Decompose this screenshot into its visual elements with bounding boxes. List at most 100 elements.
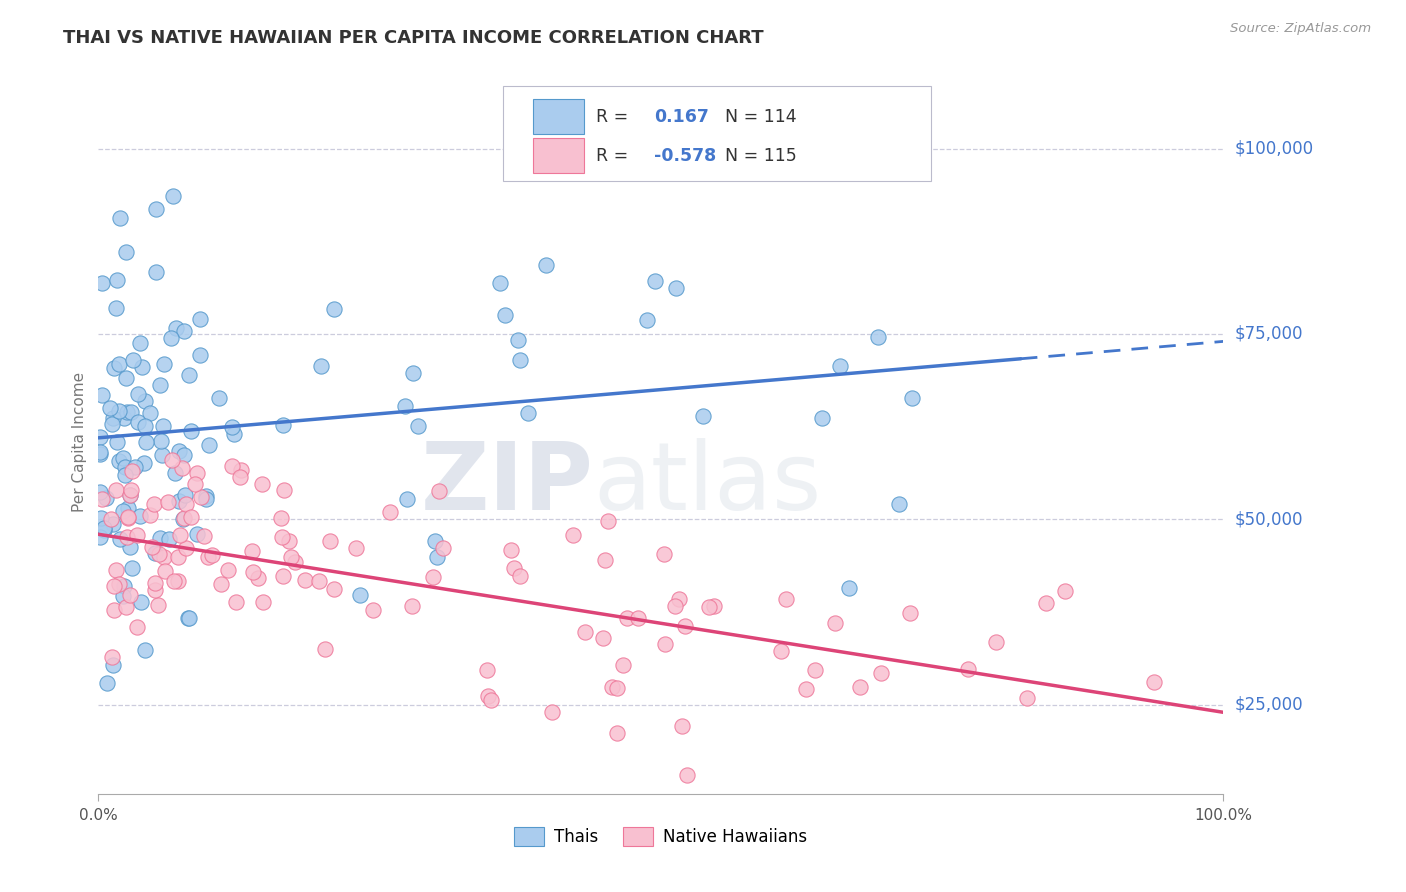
- Point: [675, 768, 697, 782]
- Point: [692, 409, 714, 423]
- Point: [90, 276, 112, 290]
- Point: [402, 366, 425, 380]
- Point: [217, 563, 239, 577]
- Point: [103, 657, 125, 672]
- Text: $100,000: $100,000: [1234, 139, 1313, 158]
- Point: [135, 434, 157, 449]
- Point: [98, 401, 121, 415]
- Point: [401, 599, 423, 614]
- Text: $75,000: $75,000: [1234, 325, 1303, 343]
- Point: [294, 573, 316, 587]
- Point: [101, 417, 124, 431]
- Point: [118, 588, 141, 602]
- Point: [502, 560, 524, 574]
- Point: [149, 531, 172, 545]
- Point: [173, 510, 195, 524]
- Point: [108, 404, 131, 418]
- Point: [90, 510, 112, 524]
- Point: [606, 681, 628, 696]
- Point: [152, 419, 174, 434]
- Point: [703, 599, 725, 613]
- Point: [101, 410, 124, 425]
- Point: [887, 497, 910, 511]
- Point: [93, 521, 115, 535]
- Point: [627, 611, 650, 625]
- Point: [157, 533, 180, 547]
- Text: $25,000: $25,000: [1234, 696, 1303, 714]
- Text: N = 114: N = 114: [725, 108, 797, 126]
- Point: [108, 357, 131, 371]
- Point: [120, 405, 142, 419]
- Point: [169, 527, 191, 541]
- Point: [222, 427, 245, 442]
- Point: [176, 610, 198, 624]
- Point: [93, 523, 115, 537]
- Point: [91, 491, 114, 506]
- Point: [284, 555, 307, 569]
- Point: [208, 392, 231, 406]
- Point: [183, 477, 205, 491]
- Point: [673, 618, 696, 632]
- Point: [190, 490, 212, 504]
- Point: [100, 512, 122, 526]
- Point: [811, 410, 834, 425]
- Point: [541, 705, 564, 719]
- Point: [96, 491, 118, 505]
- Point: [201, 549, 224, 563]
- Point: [664, 599, 686, 614]
- Point: [176, 541, 198, 555]
- Point: [229, 469, 252, 483]
- Point: [117, 405, 139, 419]
- Point: [197, 549, 219, 564]
- Point: [349, 588, 371, 602]
- Point: [499, 543, 522, 558]
- Point: [103, 517, 125, 532]
- Point: [117, 511, 139, 525]
- Point: [606, 726, 628, 740]
- Point: [242, 544, 264, 558]
- Point: [186, 526, 208, 541]
- Point: [770, 644, 793, 658]
- Point: [1035, 596, 1057, 610]
- Point: [129, 336, 152, 351]
- Point: [176, 497, 198, 511]
- Point: [406, 418, 429, 433]
- Point: [475, 663, 498, 677]
- Point: [697, 600, 720, 615]
- Point: [198, 438, 221, 452]
- Point: [671, 719, 693, 733]
- Point: [165, 321, 187, 335]
- Point: [103, 361, 125, 376]
- Point: [153, 549, 176, 564]
- Point: [252, 594, 274, 608]
- Point: [273, 483, 295, 497]
- Point: [114, 460, 136, 475]
- FancyBboxPatch shape: [533, 137, 585, 173]
- Point: [120, 488, 142, 502]
- Point: [114, 579, 136, 593]
- Point: [89, 445, 111, 459]
- Point: [344, 541, 367, 555]
- Point: [89, 485, 111, 500]
- Point: [170, 461, 193, 475]
- Point: [186, 467, 208, 481]
- Point: [561, 528, 583, 542]
- Point: [775, 592, 797, 607]
- Point: [600, 680, 623, 694]
- Point: [179, 368, 201, 383]
- Point: [143, 582, 166, 597]
- Text: R =: R =: [596, 108, 633, 126]
- Point: [849, 680, 872, 694]
- Point: [114, 599, 136, 614]
- Point: [120, 483, 142, 497]
- Point: [229, 462, 252, 476]
- Point: [380, 505, 402, 519]
- Point: [101, 650, 124, 665]
- Point: [115, 371, 138, 385]
- Point: [188, 348, 211, 362]
- Point: [180, 424, 202, 438]
- Point: [1143, 674, 1166, 689]
- Text: R =: R =: [596, 147, 633, 165]
- Point: [395, 492, 418, 507]
- Text: -0.578: -0.578: [654, 147, 716, 165]
